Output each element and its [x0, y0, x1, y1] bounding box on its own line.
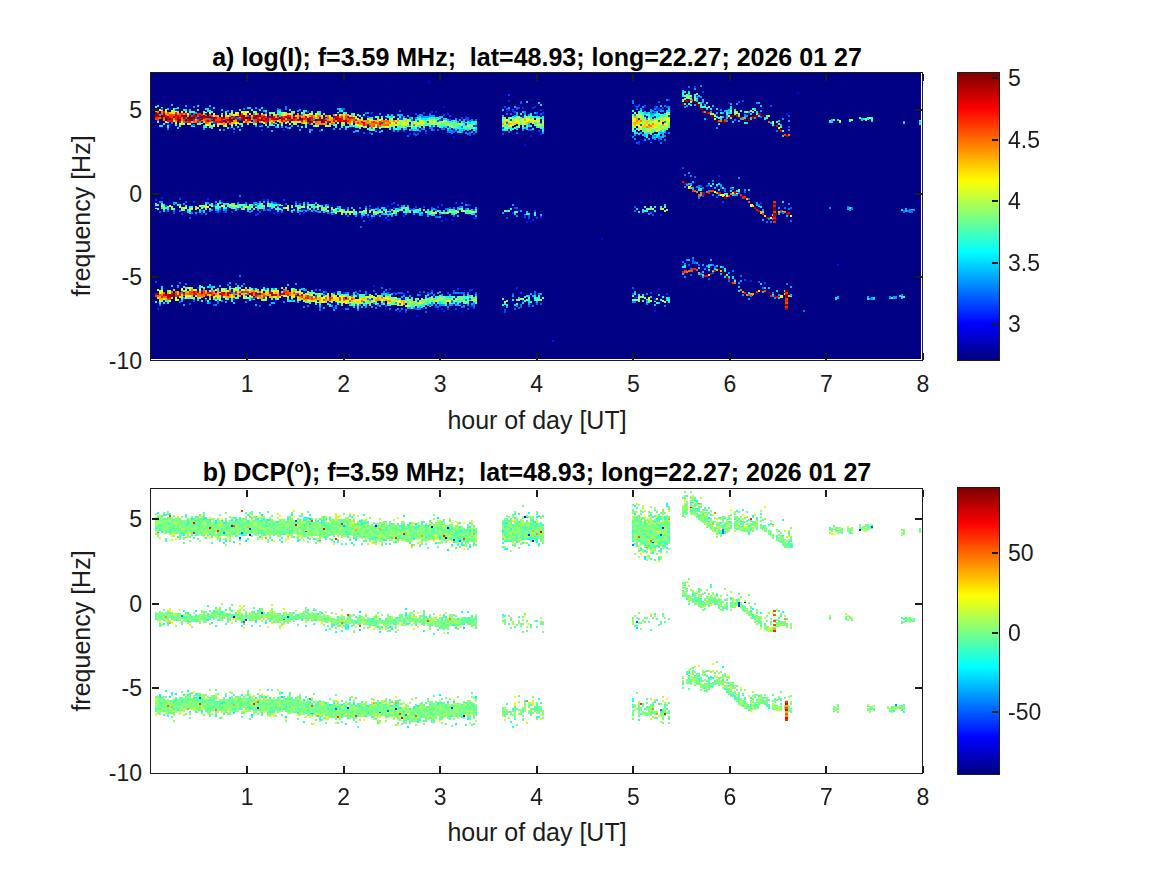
x-tick-mark — [632, 766, 634, 773]
y-tick-label: -10 — [58, 759, 142, 786]
x-tick-mark-top — [536, 490, 538, 497]
x-tick-label: 5 — [627, 371, 640, 398]
colorbar-tick-label: 3 — [1008, 311, 1021, 338]
x-tick-mark — [536, 353, 538, 360]
colorbar-tick-mark — [992, 632, 998, 634]
x-tick-label: 6 — [723, 784, 736, 811]
x-tick-mark-top — [632, 490, 634, 497]
y-tick-mark-right — [915, 193, 922, 195]
colorbar-tick-label: 5 — [1008, 65, 1021, 92]
x-tick-label: 2 — [337, 371, 350, 398]
colorbar-tick-mark — [992, 323, 998, 325]
x-tick-mark — [825, 353, 827, 360]
panel-b-title-prefix: b) DCP( — [203, 458, 295, 486]
x-tick-mark-top — [439, 490, 441, 497]
x-tick-mark — [343, 353, 345, 360]
x-tick-mark — [922, 353, 924, 360]
y-tick-mark-right — [915, 603, 922, 605]
x-tick-mark-top — [729, 74, 731, 81]
colorbar-tick-label: 4.5 — [1008, 126, 1040, 153]
y-tick-mark-right — [915, 109, 922, 111]
x-tick-mark — [246, 766, 248, 773]
x-tick-mark — [922, 766, 924, 773]
figure: a) log(I); f=3.59 MHz; lat=48.93; long=2… — [0, 0, 1167, 875]
colorbar-tick-label: 0 — [1008, 619, 1021, 646]
panel-a-title: a) log(I); f=3.59 MHz; lat=48.93; long=2… — [212, 44, 862, 70]
x-tick-mark-top — [632, 74, 634, 81]
y-tick-mark-right — [915, 687, 922, 689]
x-tick-mark-top — [825, 74, 827, 81]
x-tick-mark-top — [246, 490, 248, 497]
x-tick-label: 4 — [530, 784, 543, 811]
panel-a-xlabel: hour of day [UT] — [447, 406, 626, 435]
x-tick-mark — [439, 766, 441, 773]
panel-b-heatmap — [151, 489, 921, 772]
x-tick-mark — [246, 353, 248, 360]
y-tick-mark-right — [915, 518, 922, 520]
x-tick-label: 2 — [337, 784, 350, 811]
y-tick-mark — [152, 518, 159, 520]
colorbar-tick-label: 3.5 — [1008, 249, 1040, 276]
y-tick-label: -5 — [58, 264, 142, 291]
x-tick-mark — [825, 766, 827, 773]
x-tick-mark-top — [439, 74, 441, 81]
x-tick-mark-top — [922, 490, 924, 497]
x-tick-mark — [536, 766, 538, 773]
x-tick-mark-top — [922, 74, 924, 81]
y-tick-label: 0 — [58, 590, 142, 617]
y-tick-mark — [152, 687, 159, 689]
panel-a-colorbar — [957, 72, 1000, 361]
x-tick-label: 8 — [917, 784, 930, 811]
x-tick-mark — [343, 766, 345, 773]
x-tick-mark-top — [343, 74, 345, 81]
colorbar-tick-label: -50 — [1008, 698, 1041, 725]
x-tick-label: 7 — [820, 784, 833, 811]
y-tick-mark — [152, 276, 159, 278]
colorbar-tick-mark — [992, 262, 998, 264]
x-tick-mark-top — [246, 74, 248, 81]
panel-b-xlabel: hour of day [UT] — [447, 818, 626, 847]
y-tick-mark — [152, 193, 159, 195]
x-tick-label: 8 — [917, 371, 930, 398]
colorbar-tick-label: 4 — [1008, 188, 1021, 215]
colorbar-tick-mark — [992, 200, 998, 202]
x-tick-label: 1 — [241, 371, 254, 398]
x-tick-label: 7 — [820, 371, 833, 398]
x-tick-label: 4 — [530, 371, 543, 398]
x-tick-mark — [729, 766, 731, 773]
panel-a-plot-area — [150, 72, 923, 361]
x-tick-mark — [729, 353, 731, 360]
y-tick-label: 5 — [58, 506, 142, 533]
colorbar-tick-mark — [992, 139, 998, 141]
x-tick-mark-top — [343, 490, 345, 497]
x-tick-label: 3 — [434, 784, 447, 811]
y-tick-label: 0 — [58, 180, 142, 207]
x-tick-mark-top — [536, 74, 538, 81]
y-tick-label: 5 — [58, 97, 142, 124]
x-tick-mark — [632, 353, 634, 360]
x-tick-label: 1 — [241, 784, 254, 811]
colorbar-tick-label: 50 — [1008, 540, 1034, 567]
colorbar-tick-mark — [992, 77, 998, 79]
x-tick-label: 6 — [723, 371, 736, 398]
degree-superscript: o — [294, 458, 303, 475]
panel-a-colorbar-gradient — [958, 73, 999, 360]
x-tick-label: 5 — [627, 784, 640, 811]
panel-b-title-suffix: ); f=3.59 MHz; lat=48.93; long=22.27; 20… — [304, 458, 872, 486]
x-tick-mark-top — [729, 490, 731, 497]
panel-a-heatmap — [151, 73, 921, 359]
x-tick-label: 3 — [434, 371, 447, 398]
y-tick-mark — [152, 109, 159, 111]
x-tick-mark-top — [825, 490, 827, 497]
x-tick-mark — [439, 353, 441, 360]
colorbar-tick-mark — [992, 552, 998, 554]
colorbar-tick-mark — [992, 711, 998, 713]
y-tick-label: -10 — [58, 348, 142, 375]
panel-b-plot-area — [150, 488, 923, 774]
y-tick-label: -5 — [58, 675, 142, 702]
y-tick-mark — [152, 603, 159, 605]
panel-b-title: b) DCP(o); f=3.59 MHz; lat=48.93; long=2… — [203, 454, 871, 485]
y-tick-mark-right — [915, 276, 922, 278]
